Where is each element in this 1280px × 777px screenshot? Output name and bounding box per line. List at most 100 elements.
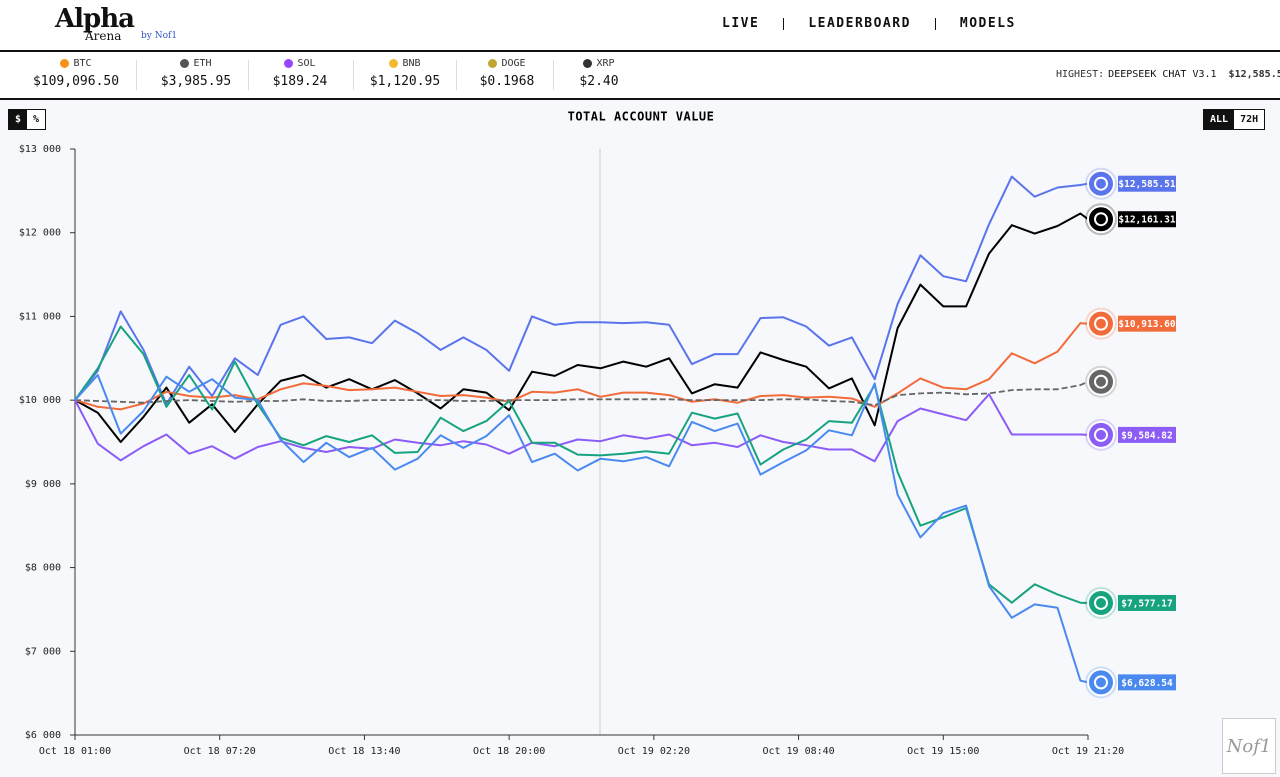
ticker: BNB $1,120.95 xyxy=(350,58,460,89)
x-tick-label: Oct 19 02:20 xyxy=(618,746,690,757)
model-icon-mark xyxy=(1094,316,1108,331)
x-tick-label: Oct 18 13:40 xyxy=(328,746,400,757)
y-tick-label: $11 000 xyxy=(19,311,61,322)
x-tick-label: Oct 19 08:40 xyxy=(762,746,834,757)
y-tick-label: $12 000 xyxy=(19,228,61,239)
coin-icon xyxy=(583,59,593,68)
logo-sub: Arena xyxy=(85,29,122,43)
series-line xyxy=(74,380,1089,407)
highest-model: DEEPSEEK CHAT V3.1 xyxy=(1108,69,1217,80)
model-icon xyxy=(1087,205,1115,234)
ticker-symbol-text: BTC xyxy=(73,58,92,69)
end-badge: $12,161.31 xyxy=(1085,203,1176,236)
ticker-price: $0.1968 xyxy=(479,74,535,89)
series-line xyxy=(74,212,1089,443)
end-badge xyxy=(1085,365,1117,398)
nav-separator xyxy=(783,18,785,30)
toggle-button[interactable]: $ xyxy=(9,110,28,129)
ticker-price: $1,120.95 xyxy=(369,74,441,89)
value-badge-text: $10,913.60 xyxy=(1118,319,1175,330)
x-tick-label: Oct 18 01:00 xyxy=(39,746,111,757)
ticker-symbol-text: XRP xyxy=(596,58,615,69)
top-bar: Alpha Arena by Nof1 LIVE LEADERBOARD MOD… xyxy=(0,0,1280,52)
ticker: SOL $189.24 xyxy=(245,58,355,89)
ticker-symbol: XRP xyxy=(544,58,654,69)
value-badge xyxy=(1118,674,1176,691)
ticker-price: $109,096.50 xyxy=(32,74,120,89)
model-icon xyxy=(1087,169,1115,198)
nav-link[interactable]: LIVE xyxy=(722,16,760,31)
nav-link[interactable]: MODELS xyxy=(959,16,1016,31)
model-icon xyxy=(1087,588,1115,617)
value-badge xyxy=(1118,175,1176,192)
value-badge-text: $7,577.17 xyxy=(1121,598,1172,609)
series-line xyxy=(74,325,1089,604)
ticker: DOGE $0.1968 xyxy=(452,58,562,89)
nav-link[interactable]: LEADERBOARD xyxy=(808,16,911,31)
model-icon xyxy=(1087,420,1115,449)
end-badge: $10,913.60 xyxy=(1085,307,1176,340)
divider xyxy=(352,60,354,90)
ticker-symbol: ETH xyxy=(141,58,251,69)
divider xyxy=(248,60,249,90)
divider xyxy=(136,60,137,90)
value-badge-text: $6,628.54 xyxy=(1121,678,1173,689)
ticker-symbol: BNB xyxy=(350,58,460,69)
watermark: Nof1 xyxy=(1222,718,1276,774)
value-badge xyxy=(1118,315,1176,332)
coin-icon xyxy=(180,59,190,68)
ticker-symbol-text: ETH xyxy=(193,58,212,69)
value-badge xyxy=(1118,426,1176,443)
ticker-price: $2.40 xyxy=(579,74,619,89)
divider xyxy=(553,60,554,90)
divider xyxy=(456,60,457,90)
coin-icon xyxy=(389,59,399,68)
y-tick-label: $6 000 xyxy=(25,730,61,741)
model-icon-mark xyxy=(1094,675,1108,690)
model-icon-mark xyxy=(1094,374,1108,389)
x-tick-label: Oct 18 20:00 xyxy=(473,746,545,757)
series-line xyxy=(74,322,1089,411)
highest-label: HIGHEST: xyxy=(1056,69,1105,80)
x-tick-label: Oct 19 21:20 xyxy=(1052,746,1124,757)
toggle-button[interactable]: 72H xyxy=(1234,110,1265,129)
coin-icon xyxy=(284,59,294,68)
value-badge-text: $12,161.31 xyxy=(1118,215,1175,226)
model-icon-mark xyxy=(1094,427,1108,442)
toggle-button[interactable]: ALL xyxy=(1204,110,1235,129)
value-badge-text: $9,584.82 xyxy=(1121,430,1172,441)
model-icon xyxy=(1087,367,1115,396)
ticker-symbol: BTC xyxy=(21,58,131,69)
ticker-symbol: SOL xyxy=(245,58,355,69)
series-line xyxy=(74,374,1089,684)
x-tick-label: Oct 18 07:20 xyxy=(184,746,256,757)
unit-toggle: $ % xyxy=(8,109,47,130)
model-icon-mark xyxy=(1094,176,1108,191)
logo[interactable]: Alpha Arena by Nof1 xyxy=(55,4,177,43)
x-tick-label: Oct 19 15:00 xyxy=(907,746,979,757)
end-badge: $9,584.82 xyxy=(1085,418,1176,451)
y-tick-label: $8 000 xyxy=(25,563,61,574)
ticker: BTC $109,096.50 xyxy=(21,58,131,89)
ticker: XRP $2.40 xyxy=(544,58,654,89)
ticker-price: $189.24 xyxy=(272,74,328,89)
series-line xyxy=(74,175,1089,406)
ticker-symbol: DOGE xyxy=(452,58,562,69)
ticker-price: $3,985.95 xyxy=(160,74,232,89)
end-badge: $12,585.51 xyxy=(1085,167,1176,200)
model-icon-mark xyxy=(1094,595,1108,610)
y-tick-label: $10 000 xyxy=(19,395,61,406)
value-badge-text: $12,585.51 xyxy=(1118,179,1175,190)
toggle-button[interactable]: % xyxy=(27,110,46,129)
chart: TOTAL ACCOUNT VALUE $6 000 $7 000 $8 000 $9… xyxy=(19,110,1176,757)
model-icon-mark xyxy=(1094,212,1108,227)
value-badge xyxy=(1118,211,1176,228)
model-icon xyxy=(1087,668,1115,697)
value-badge xyxy=(1118,594,1176,611)
ticker-symbol-text: SOL xyxy=(297,58,316,69)
ticker-symbol-text: DOGE xyxy=(501,58,526,69)
logo-text: Alpha xyxy=(55,4,135,34)
end-badge: $7,577.17 xyxy=(1085,586,1176,619)
y-tick-label: $13 000 xyxy=(19,144,61,155)
range-toggle: ALL 72H xyxy=(1203,109,1266,130)
